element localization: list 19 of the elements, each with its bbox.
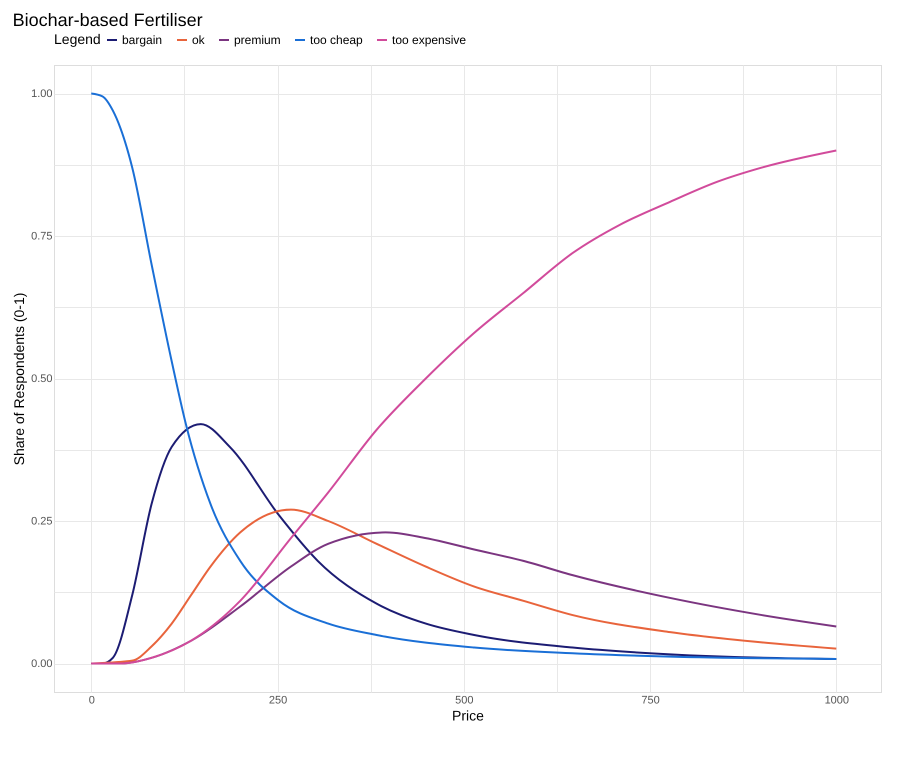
x-tick-label: 1000 (824, 694, 850, 706)
y-tick-label: 0.75 (31, 230, 52, 242)
chart-title: Biochar-based Fertiliser (12, 10, 203, 30)
x-tick-label: 750 (641, 694, 660, 706)
y-axis-title: Share of Respondents (0-1) (11, 292, 28, 466)
legend-label: too expensive (392, 33, 466, 47)
y-tick-label: 1.00 (31, 88, 52, 100)
y-tick-label: 0.50 (31, 373, 52, 385)
x-tick-label: 250 (268, 694, 288, 706)
legend-label: too cheap (310, 33, 364, 47)
y-tick-label: 0.25 (31, 516, 52, 528)
legend-label: bargain (122, 33, 162, 47)
legend-label: ok (192, 33, 206, 47)
x-tick-label: 0 (88, 694, 95, 706)
legend-label: premium (234, 33, 281, 47)
x-axis-title: Price (452, 708, 484, 724)
legend-title: Legend (54, 31, 101, 47)
y-tick-label: 0.00 (31, 658, 52, 670)
x-tick-label: 500 (455, 694, 474, 706)
